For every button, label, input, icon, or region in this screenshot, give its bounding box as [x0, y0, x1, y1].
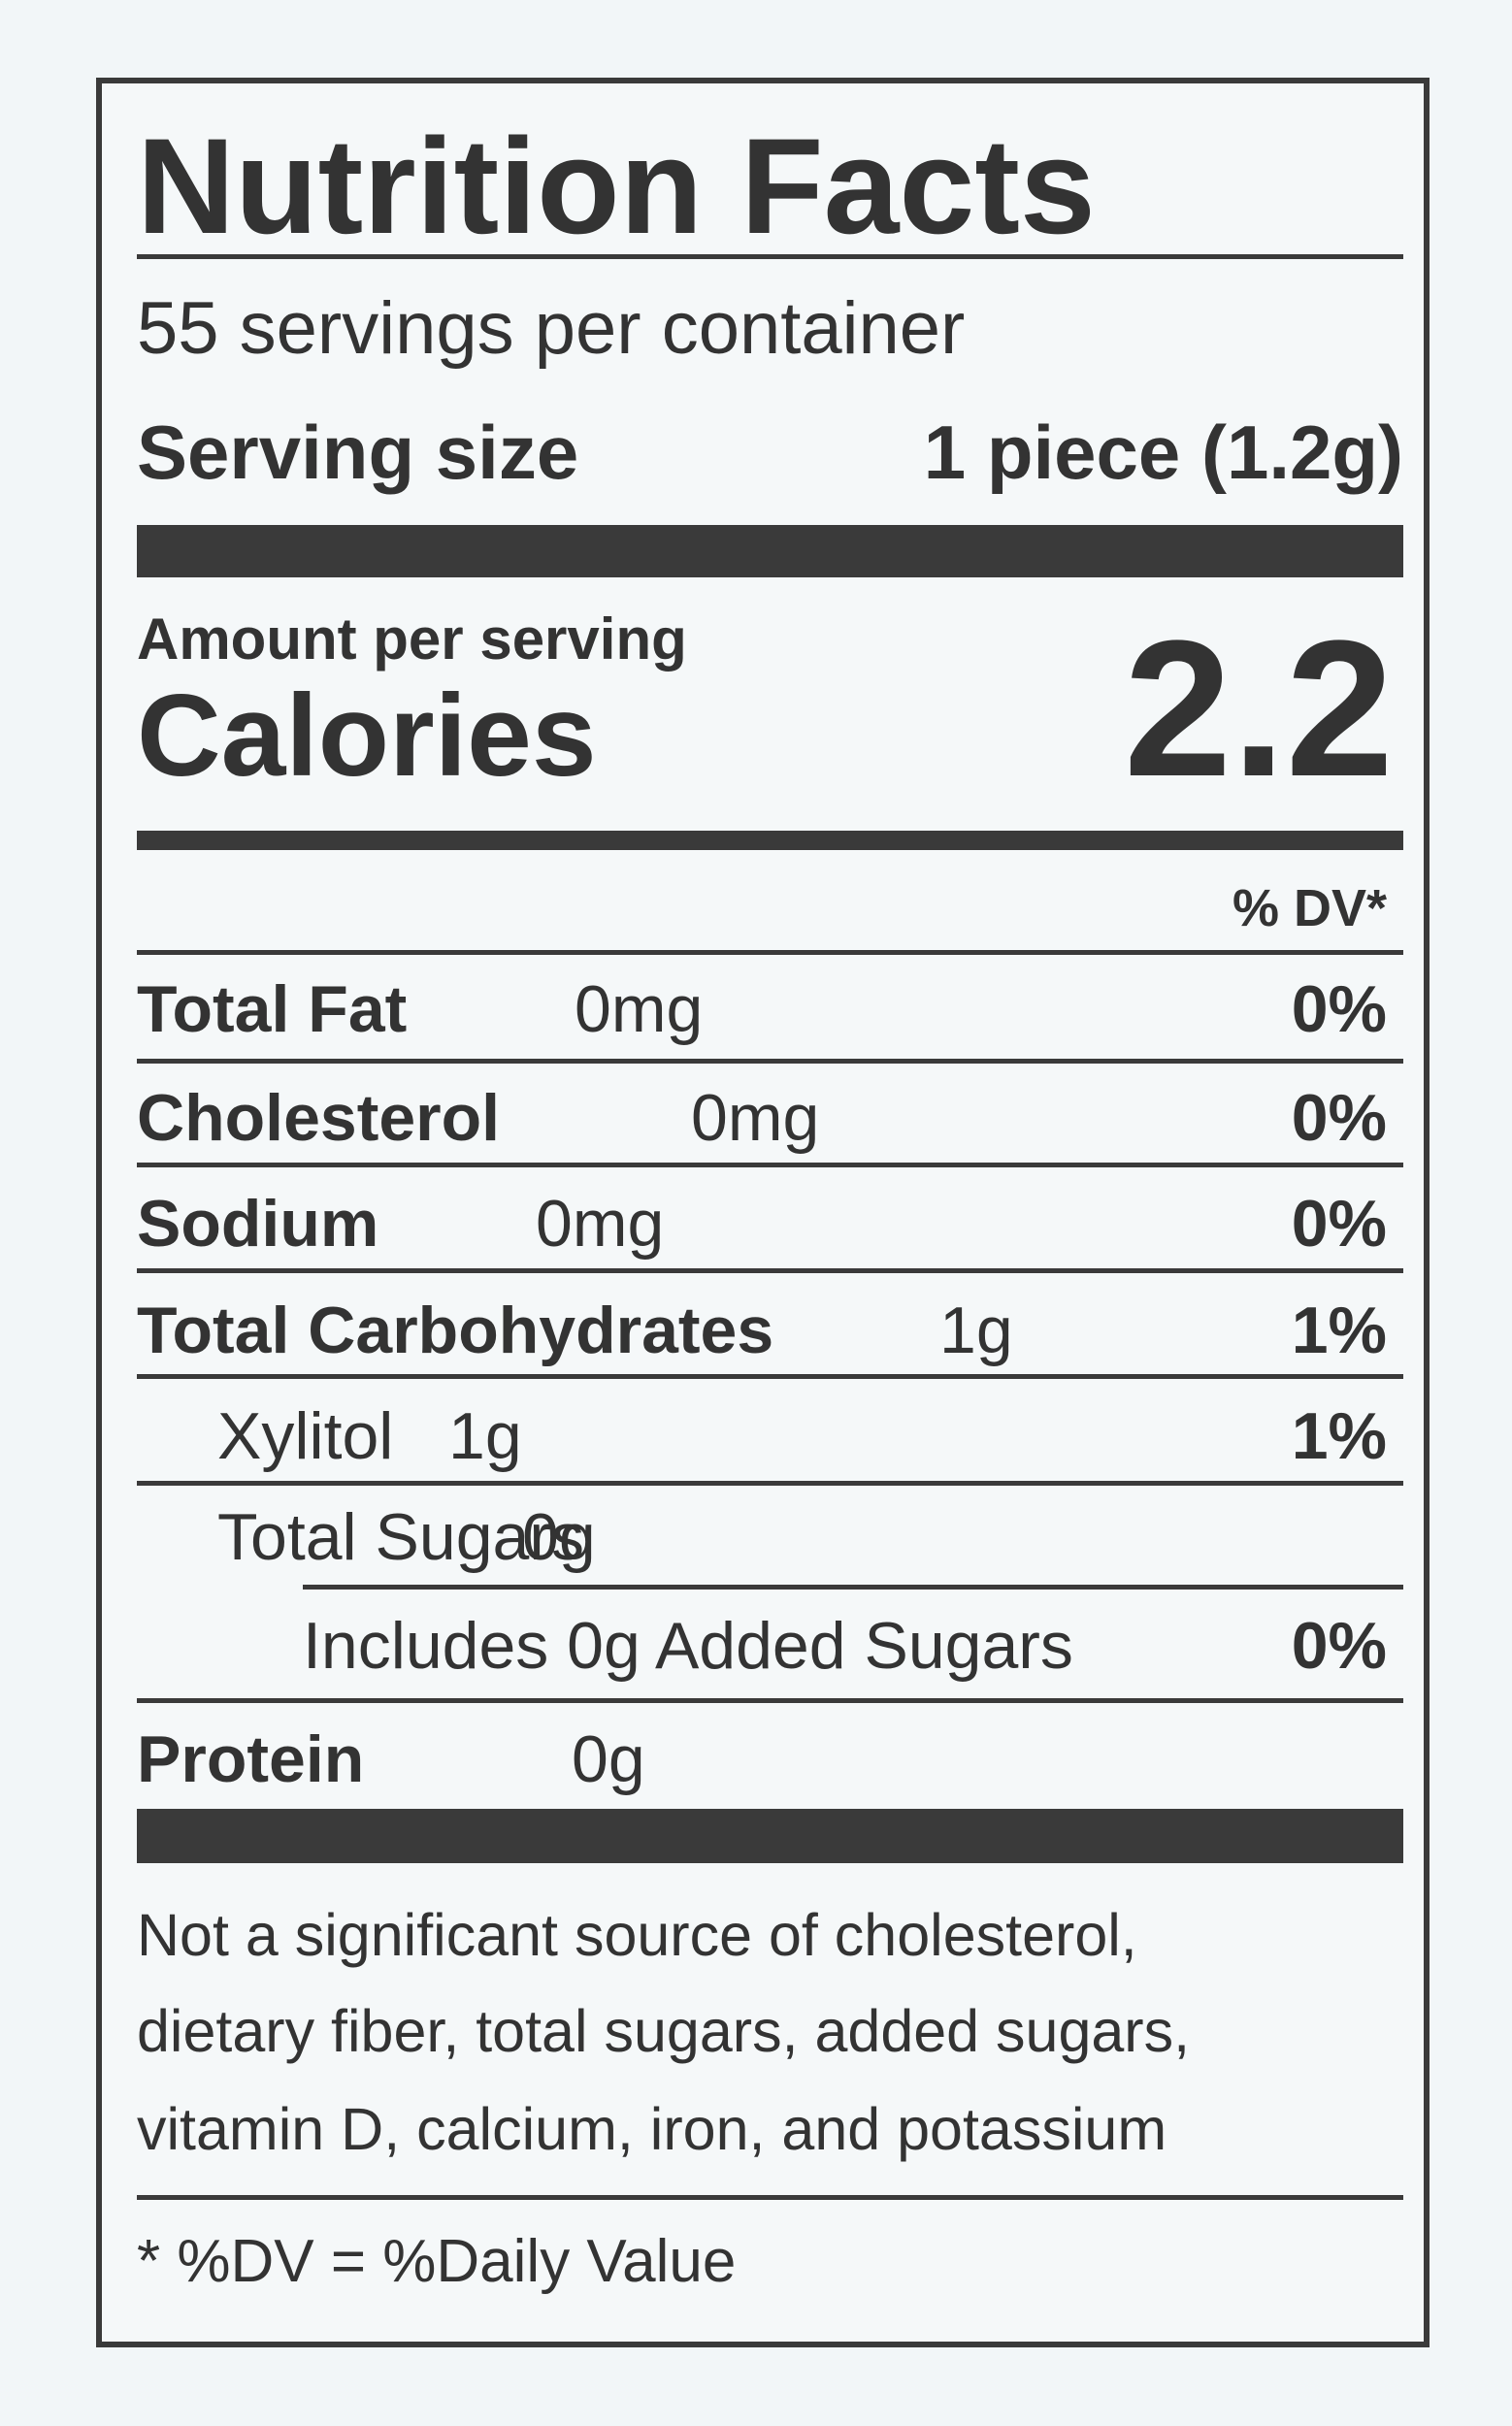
nutrient-dv: 0% [1291, 1081, 1387, 1155]
rule [137, 1698, 1403, 1703]
amount-per-serving: Amount per serving [137, 606, 687, 672]
nutrient-name: Total Carbohydrates [137, 1294, 774, 1367]
servings: 55 servings per container [137, 287, 966, 370]
footnote-line: vitamin D, calcium, iron, and potassium [137, 2096, 1167, 2162]
rule [137, 950, 1403, 955]
rule [137, 1163, 1403, 1167]
nutrient-amount: 1g [448, 1399, 522, 1473]
thick-bar [137, 1809, 1403, 1863]
nutrient-amount: 1g [939, 1294, 1013, 1367]
rule [137, 1059, 1403, 1064]
rule [137, 1268, 1403, 1273]
nutrition-label [96, 78, 1430, 2347]
nutrient-name: Includes 0g Added Sugars [303, 1609, 1073, 1683]
rule [137, 1481, 1403, 1486]
rule [137, 831, 1403, 850]
dv-header: % DV* [1232, 879, 1387, 937]
nutrient-amount: 0g [522, 1500, 596, 1574]
nutrient-name: Protein [137, 1722, 365, 1796]
serving-size-label: Serving size [137, 410, 579, 495]
nutrient-name: Cholesterol [137, 1081, 501, 1155]
serving-size-value: 1 piece (1.2g) [923, 410, 1403, 495]
thick-bar [137, 525, 1403, 577]
title: Nutrition Facts [137, 110, 1096, 262]
nutrient-dv: 1% [1291, 1294, 1387, 1367]
nutrient-name: Total Sugars [217, 1500, 584, 1574]
nutrient-amount: 0mg [536, 1187, 665, 1261]
rule [137, 254, 1403, 259]
rule [137, 1374, 1403, 1379]
nutrient-dv: 0% [1291, 1187, 1387, 1261]
nutrient-dv: 0% [1291, 1609, 1387, 1683]
nutrient-dv: 0% [1291, 972, 1387, 1046]
footnote-line: Not a significant source of cholesterol, [137, 1902, 1137, 1968]
nutrient-name: Sodium [137, 1187, 379, 1261]
calories-value: 2.2 [1123, 601, 1394, 817]
nutrient-amount: 0mg [575, 972, 704, 1046]
dv-note: * %DV = %Daily Value [137, 2228, 737, 2295]
rule [137, 2195, 1403, 2200]
footnote-line: dietary fiber, total sugars, added sugar… [137, 1998, 1191, 2064]
rule [303, 1585, 1403, 1590]
calories-label: Calories [137, 671, 597, 801]
nutrient-name: Xylitol [217, 1399, 394, 1473]
nutrient-dv: 1% [1291, 1399, 1387, 1473]
nutrient-amount: 0g [572, 1722, 645, 1796]
nutrient-amount: 0mg [691, 1081, 820, 1155]
nutrient-name: Total Fat [137, 972, 408, 1046]
